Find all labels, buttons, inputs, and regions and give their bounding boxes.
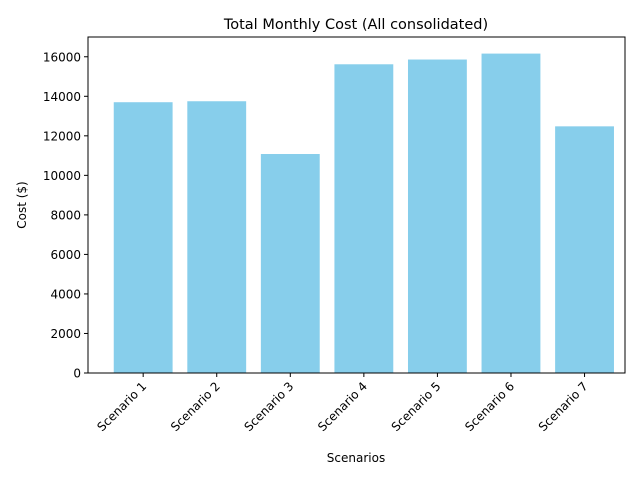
y-tick-label: 16000 [43,50,81,64]
plot-frame [87,36,626,374]
bar-3 [260,154,320,373]
y-tick-label: 4000 [50,287,81,301]
bar-5 [407,59,467,373]
y-tick-label: 6000 [50,248,81,262]
bars-layer [113,53,614,374]
bar-4 [334,64,394,373]
y-tick-label: 12000 [43,129,81,143]
y-tick-label: 8000 [50,208,81,222]
y-axis-label: Cost ($) [15,181,29,229]
y-tick-label: 0 [73,367,81,381]
y-tick-label: 2000 [50,327,81,341]
bar-1 [113,102,173,373]
x-axis-label: Scenarios [327,451,385,465]
bar-7 [555,126,614,373]
y-ticks: 0 2000 4000 6000 8000 10000 12000 14000 16000 [43,50,88,381]
chart-title: Total Monthly Cost (All consolidated) [223,17,488,33]
y-tick-label: 14000 [43,90,81,104]
axes-layer [87,36,626,374]
bar-2 [187,101,247,374]
bar-6 [481,53,541,373]
y-tick-label: 10000 [43,169,81,183]
